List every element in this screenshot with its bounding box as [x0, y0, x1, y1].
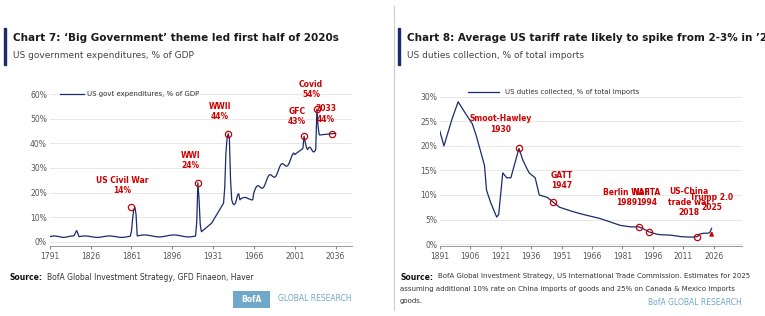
- Text: Source:: Source:: [9, 273, 42, 282]
- Text: Berlin Wall
1989: Berlin Wall 1989: [603, 188, 649, 207]
- Text: Chart 8: Average US tariff rate likely to spike from 2-3% in ’24: Chart 8: Average US tariff rate likely t…: [407, 33, 765, 43]
- Text: 2033
44%: 2033 44%: [316, 105, 337, 124]
- Text: US government expenditures, % of GDP: US government expenditures, % of GDP: [13, 51, 194, 59]
- Text: US duties collection, % of total imports: US duties collection, % of total imports: [407, 51, 584, 59]
- Text: GATT
1947: GATT 1947: [550, 171, 573, 190]
- Text: US-China
trade war
2018: US-China trade war 2018: [669, 187, 711, 217]
- Text: WWII
44%: WWII 44%: [209, 102, 231, 121]
- Text: goods.: goods.: [400, 298, 423, 304]
- Text: GFC
43%: GFC 43%: [288, 107, 306, 126]
- Text: Chart 7: ‘Big Government’ theme led first half of 2020s: Chart 7: ‘Big Government’ theme led firs…: [13, 33, 339, 43]
- Text: Smoot-Hawley
1930: Smoot-Hawley 1930: [470, 114, 532, 134]
- Text: Trump 2.0
2025: Trump 2.0 2025: [690, 193, 733, 212]
- Text: GLOBAL RESEARCH: GLOBAL RESEARCH: [278, 294, 351, 303]
- Text: BofA Global Investment Strategy, US International Trade Commission. Estimates fo: BofA Global Investment Strategy, US Inte…: [438, 273, 750, 279]
- Text: Source:: Source:: [400, 273, 433, 282]
- Text: BofA GLOBAL RESEARCH: BofA GLOBAL RESEARCH: [648, 298, 742, 307]
- Text: WWI
24%: WWI 24%: [181, 151, 200, 170]
- Text: NAFTA
1994: NAFTA 1994: [633, 188, 661, 207]
- Text: BofA Global Investment Strategy, GFD Finaeon, Haver: BofA Global Investment Strategy, GFD Fin…: [47, 273, 254, 282]
- Text: assuming additional 10% rate on China imports of goods and 25% on Canada & Mexic: assuming additional 10% rate on China im…: [400, 286, 735, 292]
- Text: Covid
54%: Covid 54%: [299, 80, 323, 99]
- Text: US Civil War
14%: US Civil War 14%: [96, 176, 148, 195]
- Text: BofA: BofA: [242, 295, 262, 304]
- Text: US duties collected, % of total imports: US duties collected, % of total imports: [505, 89, 639, 95]
- Text: US govt expenditures, % of GDP: US govt expenditures, % of GDP: [87, 91, 200, 97]
